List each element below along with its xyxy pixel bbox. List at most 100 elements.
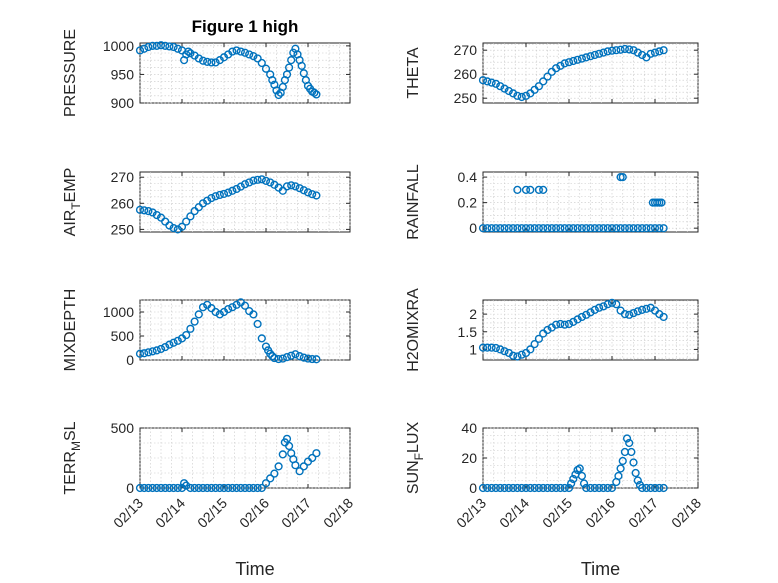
data-point [257,58,266,68]
data-point [173,225,182,234]
y-tick-label: 0 [126,480,134,496]
data-point [245,483,254,493]
data-point [657,198,666,207]
data-point [312,355,321,364]
data-point [547,483,556,493]
data-point [603,300,612,309]
data-point [599,48,608,57]
data-point [625,438,634,448]
y-axis-label-part: SUN [405,460,422,494]
data-point [534,185,544,194]
data-point [245,178,254,187]
data-point [629,46,638,55]
y-axis-label-part: LUX [405,422,422,453]
data-point [586,224,595,233]
data-point [504,224,513,233]
subplot-4: 0 0.2 0.4 RAINFALL [405,164,699,240]
data-point [551,224,561,233]
data-point [599,302,608,311]
subplot-7: 0 500 02/13 02/14 02/15 02/16 02/17 02/18 TERRMS… [62,420,356,579]
data-point [308,190,317,199]
data-point [224,305,233,314]
y-tick-label: 260 [454,66,478,82]
data-point [655,483,664,493]
data-point [517,483,526,493]
data-point [496,82,505,91]
data-point [144,483,153,493]
data-point [483,343,492,352]
data-point [169,338,178,347]
data-point [620,44,630,54]
data-point [257,175,266,184]
data-point [517,92,526,102]
data-point [165,340,174,349]
data-point [215,190,224,200]
data-point [253,54,262,63]
data-point [310,88,319,97]
y-tick-label: 500 [111,328,135,344]
data-point [261,176,271,185]
data-point [508,224,518,233]
data-point [165,42,174,51]
data-point [303,354,313,363]
data-point [526,483,535,493]
data-point [295,352,304,361]
data-point [513,224,522,233]
subplot-1: 900 950 1000 PRESSURE [62,29,351,117]
data-point [152,483,161,493]
data-point [312,90,321,99]
data-point [646,49,655,58]
data-point [616,45,625,54]
data-point [274,90,283,100]
data-point [236,47,245,56]
plot-area [482,171,699,233]
data-point [627,447,636,457]
data-point [577,471,587,481]
data-point [603,483,612,493]
data-point [140,483,149,493]
data-point [228,303,237,312]
x-axis-label: Time [581,559,620,579]
data-point [560,224,569,233]
data-point [594,483,604,493]
data-point [521,483,531,493]
data-point [526,185,535,194]
data-point [270,469,279,478]
data-point [274,354,283,364]
data-point [295,467,304,476]
data-point [194,54,203,63]
data-point [297,61,306,70]
data-point [551,483,561,493]
data-point [517,350,526,359]
data-point [508,483,518,493]
data-point [257,483,266,493]
data-point [564,224,574,233]
data-point [629,458,638,467]
data-point [577,224,587,233]
y-tick-label: 1.5 [458,324,478,340]
data-point [253,175,262,184]
data-point [169,483,178,493]
data-point [228,47,237,56]
y-tick-label: 0.4 [458,169,478,185]
data-point [629,224,638,233]
y-axis-label: SUNFLUX [405,422,426,495]
y-tick-label: 20 [461,450,477,466]
data-point [629,308,638,318]
data-point [261,479,271,488]
data-point [165,483,174,493]
data-point [543,483,552,493]
data-point [551,64,561,73]
data-point [569,224,578,233]
data-point [590,305,599,314]
data-point [530,340,539,349]
data-point [135,483,145,493]
y-axis-label-subscript: M [69,441,83,451]
data-point [496,345,505,354]
data-point [513,483,522,493]
data-point [198,303,208,312]
data-point [245,50,254,59]
data-point [618,173,627,182]
data-point [659,46,668,55]
data-point [487,483,496,493]
